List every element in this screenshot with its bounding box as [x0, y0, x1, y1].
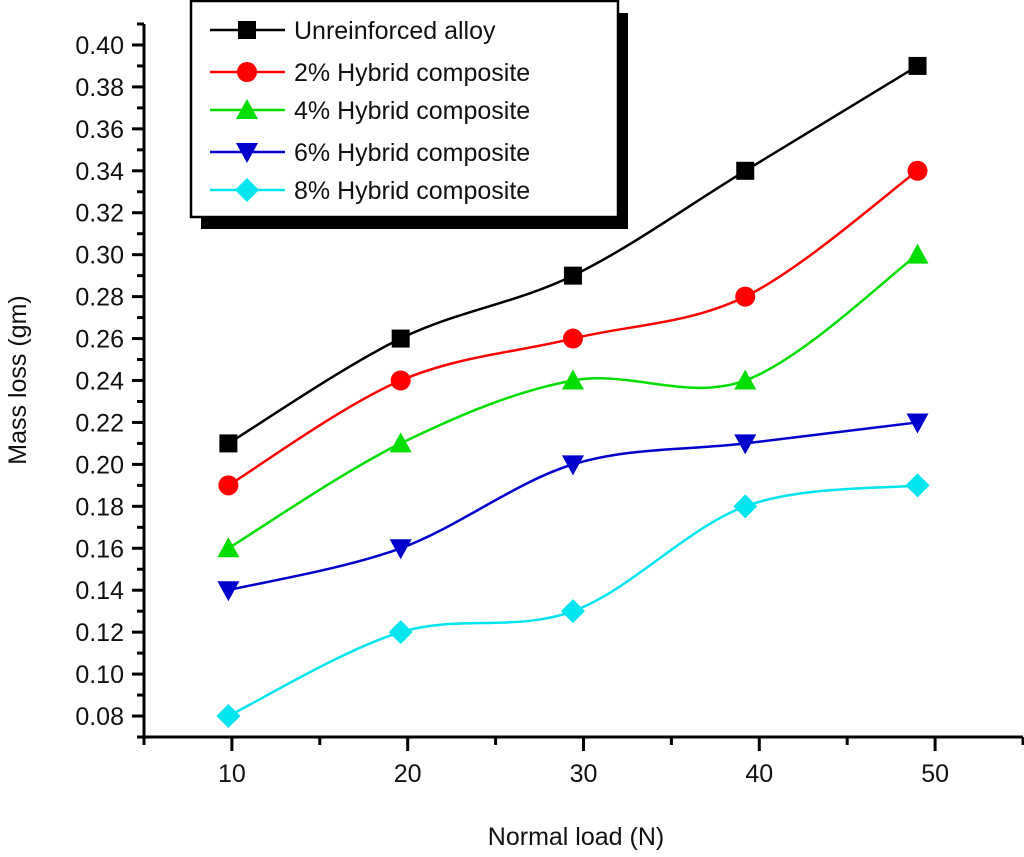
legend-marker-diamond: [235, 178, 259, 202]
legend-marker-circle: [237, 62, 257, 82]
legend-item: 6% Hybrid composite: [210, 139, 530, 167]
series-8-hybrid-composite: [216, 473, 930, 729]
data-point-circle: [907, 160, 928, 181]
axes: 0.08 0.10 0.12 0.14 0.16 0.18 0.20 0.22 0.24 0.26…: [75, 22, 1024, 788]
x-tick-label: 50: [921, 760, 949, 788]
series-4-hybrid-composite: [217, 243, 929, 558]
data-point-triangle-down: [561, 455, 584, 476]
data-point-square: [908, 56, 927, 75]
data-point-triangle-up: [561, 369, 584, 390]
legend: Unreinforced alloy 2% Hybrid composite 4% …: [189, 0, 628, 229]
legend-label: 8% Hybrid composite: [294, 177, 530, 205]
data-point-diamond: [388, 620, 413, 645]
data-point-triangle-down: [906, 413, 929, 434]
legend-item: 4% Hybrid composite: [210, 97, 530, 125]
data-point-square: [219, 434, 238, 453]
x-tick-label: 40: [745, 760, 773, 788]
x-tick-label: 30: [570, 760, 598, 788]
data-point-triangle-down: [389, 539, 412, 560]
y-tick-label: 0.22: [75, 409, 124, 437]
x-tick-label: 10: [218, 760, 246, 788]
legend-label: 2% Hybrid composite: [294, 59, 530, 87]
series-line: [228, 421, 918, 592]
legend-item: 8% Hybrid composite: [210, 177, 530, 205]
data-point-square: [736, 161, 755, 180]
data-point-diamond: [733, 494, 758, 519]
y-tick-label: 0.30: [75, 242, 124, 270]
y-tick-label: 0.08: [75, 703, 124, 731]
legend-marker-triangle-down: [236, 143, 258, 163]
data-point-diamond: [216, 704, 241, 729]
y-tick-label: 0.28: [75, 284, 124, 312]
data-point-diamond: [905, 473, 930, 498]
data-point-triangle-up: [217, 537, 240, 558]
data-point-diamond: [560, 599, 585, 624]
y-tick-label: 0.20: [75, 451, 124, 479]
y-tick-label: 0.40: [75, 32, 124, 60]
data-point-circle: [218, 475, 239, 496]
y-tick-label: 0.32: [75, 200, 124, 228]
data-point-circle: [562, 328, 583, 349]
y-tick-label: 0.36: [75, 116, 124, 144]
y-tick-label: 0.18: [75, 493, 124, 521]
y-tick-label: 0.16: [75, 535, 124, 563]
data-point-triangle-up: [734, 369, 757, 390]
y-axis-title: Mass loss (gm): [4, 295, 32, 464]
series-6-hybrid-composite: [217, 413, 929, 602]
series-2-hybrid-composite: [218, 160, 928, 496]
legend-marker-triangle-up: [236, 99, 258, 119]
data-point-triangle-down: [734, 434, 757, 455]
series-layer: [216, 56, 930, 729]
data-point-triangle-down: [217, 581, 240, 602]
legend-label: 6% Hybrid composite: [294, 139, 530, 167]
data-point-square: [391, 329, 410, 348]
y-tick-label: 0.12: [75, 619, 124, 647]
legend-label: 4% Hybrid composite: [294, 97, 530, 125]
y-tick-label: 0.10: [75, 661, 124, 689]
data-point-triangle-up: [906, 243, 929, 264]
series-unreinforced-alloy: [219, 56, 927, 453]
legend-item: 2% Hybrid composite: [210, 59, 530, 87]
y-tick-label: 0.26: [75, 326, 124, 354]
data-point-triangle-up: [389, 432, 412, 453]
y-tick-label: 0.38: [75, 74, 124, 102]
data-point-circle: [390, 370, 411, 391]
y-tick-label: 0.34: [75, 158, 124, 186]
legend-label: Unreinforced alloy: [294, 17, 496, 45]
series-line: [227, 253, 919, 550]
x-tick-label: 20: [394, 760, 422, 788]
y-tick-label: 0.24: [75, 368, 124, 396]
data-point-square: [563, 266, 582, 285]
data-point-circle: [735, 286, 756, 307]
legend-item: Unreinforced alloy: [210, 17, 496, 45]
y-tick-label: 0.14: [75, 577, 124, 605]
legend-marker-square: [238, 21, 256, 39]
x-axis-title: Normal load (N): [488, 823, 664, 851]
